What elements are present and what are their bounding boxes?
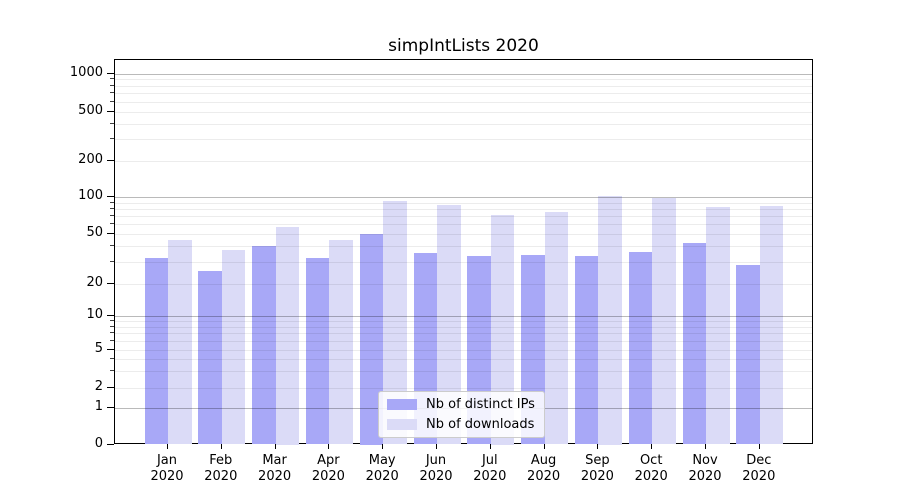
x-tick-label-may: May 2020 <box>365 453 399 484</box>
y-minor-tick <box>110 92 114 94</box>
y-minor-tick <box>110 245 114 247</box>
x-tick-label-apr: Apr 2020 <box>311 453 345 484</box>
x-tick <box>651 444 653 449</box>
y-minor-tick <box>110 357 114 359</box>
bar-downloads-dec <box>759 205 784 445</box>
y-tick-label: 20 <box>86 274 103 290</box>
y-tick-label: 5 <box>94 340 103 356</box>
y-minor-tick <box>110 320 114 322</box>
bar-distinct-ips-dec <box>736 265 760 445</box>
y-tick <box>107 348 114 350</box>
x-tick <box>382 444 384 449</box>
y-tick <box>107 110 114 112</box>
x-tick <box>543 444 545 449</box>
y-tick <box>107 233 114 234</box>
y-tick-label: 1000 <box>69 64 103 80</box>
x-tick <box>489 444 491 449</box>
x-tick-label-jan: Jan 2020 <box>150 453 184 484</box>
legend-row: Nb of distinct IPs <box>387 397 535 412</box>
y-tick <box>107 72 114 74</box>
y-minor-tick <box>110 339 114 341</box>
legend-label: Nb of distinct IPs <box>426 397 535 412</box>
y-minor-tick <box>110 201 114 203</box>
y-tick <box>107 315 114 316</box>
x-tick-label-feb: Feb 2020 <box>204 453 238 484</box>
bar-distinct-ips-sep <box>574 256 599 445</box>
x-tick-label-mar: Mar 2020 <box>258 453 292 484</box>
x-tick <box>597 444 599 449</box>
bar-distinct-ips-nov <box>682 243 706 445</box>
y-tick-label: 200 <box>78 152 103 167</box>
y-tick-label: 100 <box>78 188 103 203</box>
bar-downloads-oct <box>652 198 676 445</box>
y-tick <box>107 443 114 445</box>
legend: Nb of distinct IPs Nb of downloads <box>378 391 545 438</box>
bar-downloads-may <box>383 200 407 445</box>
bar-downloads-sep <box>598 196 622 445</box>
chart-title: simpIntLists 2020 <box>388 36 539 56</box>
bar-downloads-jun <box>437 205 461 445</box>
y-tick <box>107 160 114 161</box>
bar-downloads-nov <box>706 206 730 445</box>
y-tick-label: 0 <box>94 435 103 451</box>
x-tick-label-nov: Nov 2020 <box>688 453 722 484</box>
bar-downloads-mar <box>275 227 300 445</box>
legend-label: Nb of downloads <box>426 417 535 432</box>
legend-swatch-downloads <box>387 419 417 430</box>
x-tick-label-jul: Jul 2020 <box>473 453 507 484</box>
bar-downloads-jan <box>168 239 192 445</box>
y-tick-label: 50 <box>86 225 103 240</box>
bar-distinct-ips-oct <box>628 251 653 445</box>
y-tick-label: 500 <box>78 102 103 118</box>
x-tick-label-oct: Oct 2020 <box>634 453 668 484</box>
plot-area <box>114 59 813 445</box>
bar-distinct-ips-feb <box>198 271 222 445</box>
bar-downloads-aug <box>544 211 569 445</box>
y-minor-tick <box>110 325 114 327</box>
y-minor-tick <box>110 332 114 334</box>
x-tick-label-aug: Aug 2020 <box>527 453 561 484</box>
y-minor-tick <box>110 215 114 216</box>
y-minor-tick <box>110 84 114 86</box>
y-minor-tick <box>110 122 114 124</box>
bar-downloads-feb <box>221 250 246 445</box>
y-tick <box>107 282 114 284</box>
x-tick-label-dec: Dec 2020 <box>742 453 776 484</box>
y-minor-tick <box>110 223 114 225</box>
y-minor-tick <box>110 260 114 262</box>
y-tick-label: 10 <box>86 307 103 322</box>
y-tick <box>107 406 114 408</box>
bar-downloads-jul <box>490 214 515 445</box>
bar-distinct-ips-apr <box>305 258 330 445</box>
x-tick <box>705 444 706 449</box>
x-tick-label-sep: Sep 2020 <box>580 453 614 484</box>
x-tick <box>274 444 276 449</box>
y-minor-tick <box>110 207 114 209</box>
x-tick <box>758 444 760 449</box>
bar-distinct-ips-jan <box>144 258 168 445</box>
legend-swatch-distinct-ips <box>387 399 417 410</box>
y-tick-label: 2 <box>94 379 103 394</box>
x-tick <box>328 444 330 449</box>
bar-downloads-apr <box>329 239 353 445</box>
y-minor-tick <box>110 78 114 80</box>
y-minor-tick <box>110 138 114 140</box>
x-tick-label-jun: Jun 2020 <box>419 453 453 484</box>
x-tick <box>436 444 437 449</box>
bar-distinct-ips-may <box>359 234 384 445</box>
y-minor-tick <box>110 100 114 102</box>
bar-distinct-ips-mar <box>252 246 276 445</box>
x-tick <box>220 444 222 449</box>
bars-layer <box>115 60 812 445</box>
y-tick <box>107 387 114 388</box>
y-minor-tick <box>110 370 114 371</box>
x-tick <box>167 444 168 449</box>
y-tick-label: 1 <box>94 398 103 414</box>
legend-row: Nb of downloads <box>387 417 535 432</box>
y-tick <box>107 196 114 197</box>
